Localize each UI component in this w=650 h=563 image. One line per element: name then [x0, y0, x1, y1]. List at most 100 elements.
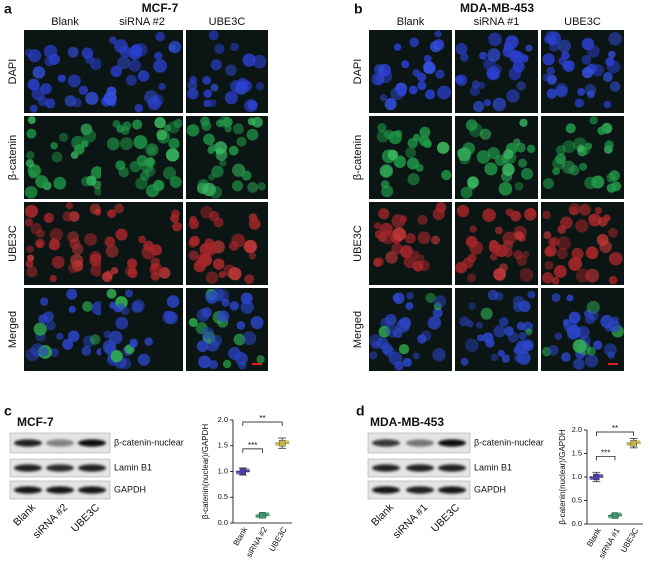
cell: [201, 326, 215, 340]
cell: [257, 182, 266, 191]
cell: [45, 320, 56, 331]
cell: [374, 256, 385, 267]
cell: [381, 185, 394, 198]
cell: [48, 239, 61, 251]
cell: [173, 118, 183, 128]
cell: [24, 185, 38, 199]
blot-band: [372, 486, 400, 494]
cell: [557, 225, 567, 234]
cell: [506, 89, 520, 103]
blot-band: [14, 464, 42, 472]
cell: [575, 219, 589, 233]
blot-band: [372, 439, 400, 447]
cell: [423, 61, 435, 74]
cell: [557, 39, 572, 53]
cell: [106, 288, 117, 299]
cell: [163, 166, 176, 180]
cell: [169, 176, 182, 189]
cell: [222, 116, 233, 128]
cell: [35, 238, 45, 249]
cell: [516, 81, 526, 91]
blot-band: [438, 464, 466, 472]
cell: [116, 303, 125, 312]
y-tick-label: 2.0: [572, 425, 582, 434]
cell: [417, 334, 427, 344]
cell: [488, 32, 502, 47]
cell: [456, 204, 470, 218]
cell: [228, 145, 239, 156]
cell: [168, 138, 180, 150]
cell: [378, 208, 390, 220]
cell: [460, 186, 473, 199]
cell: [217, 310, 230, 323]
cell: [441, 169, 452, 181]
cell: [228, 267, 242, 281]
cell: [51, 151, 63, 163]
cell: [110, 65, 123, 78]
cell: [519, 267, 534, 282]
lane-label: Blank: [369, 501, 397, 529]
cell: [565, 123, 576, 134]
cell: [402, 357, 412, 367]
row-header: β-catenin: [352, 135, 364, 180]
blot-band: [406, 486, 434, 494]
cell: [67, 231, 79, 244]
cell: [385, 251, 398, 264]
cell: [58, 132, 69, 142]
cell: [593, 340, 603, 350]
cell: [166, 295, 180, 308]
x-tick-label: Blank: [585, 526, 603, 549]
cell: [492, 97, 507, 112]
cell: [396, 86, 407, 97]
sig-label: **: [612, 424, 618, 433]
cell: [235, 352, 248, 366]
cell: [104, 236, 116, 248]
cell: [35, 175, 49, 189]
cell: [107, 209, 117, 219]
cell: [203, 99, 212, 108]
cell: [137, 70, 150, 82]
cell: [393, 292, 405, 305]
cell: [502, 231, 517, 246]
cell: [401, 60, 410, 69]
mean-marker: [593, 473, 600, 481]
cell: [571, 247, 584, 260]
row-header: UBE3C: [7, 225, 19, 262]
band-label: β-catenin-nuclear: [474, 437, 544, 447]
cell: [419, 126, 431, 138]
cell: [542, 177, 554, 190]
blot-title: MCF-7: [17, 415, 54, 429]
cell: [233, 123, 244, 135]
blot-band: [14, 439, 42, 447]
cell: [597, 126, 606, 135]
row-header: β-catenin: [7, 135, 19, 180]
cell: [376, 130, 390, 143]
cell: [407, 173, 420, 186]
cell: [512, 295, 525, 308]
cell: [542, 210, 551, 220]
sample-color: [275, 442, 280, 447]
cell: [393, 43, 402, 51]
blot-band: [46, 439, 74, 447]
cell: [574, 98, 584, 108]
sig-bracket: [242, 421, 283, 426]
cell: [89, 203, 101, 215]
cell: [584, 142, 593, 150]
cell: [541, 272, 554, 284]
cell: [603, 343, 617, 357]
cell: [115, 228, 128, 241]
cell: [250, 316, 264, 330]
cell: [188, 218, 200, 230]
cell: [400, 245, 413, 259]
cell: [40, 83, 52, 95]
cell: [67, 330, 80, 343]
cell: [110, 350, 123, 363]
cell: [114, 203, 124, 214]
cell: [48, 53, 60, 65]
column-header: Blank: [51, 16, 79, 28]
cell: [488, 241, 501, 254]
cell: [230, 42, 239, 52]
lane-label: UBE3C: [69, 501, 103, 535]
cell: [554, 332, 563, 341]
cell: [476, 334, 485, 342]
